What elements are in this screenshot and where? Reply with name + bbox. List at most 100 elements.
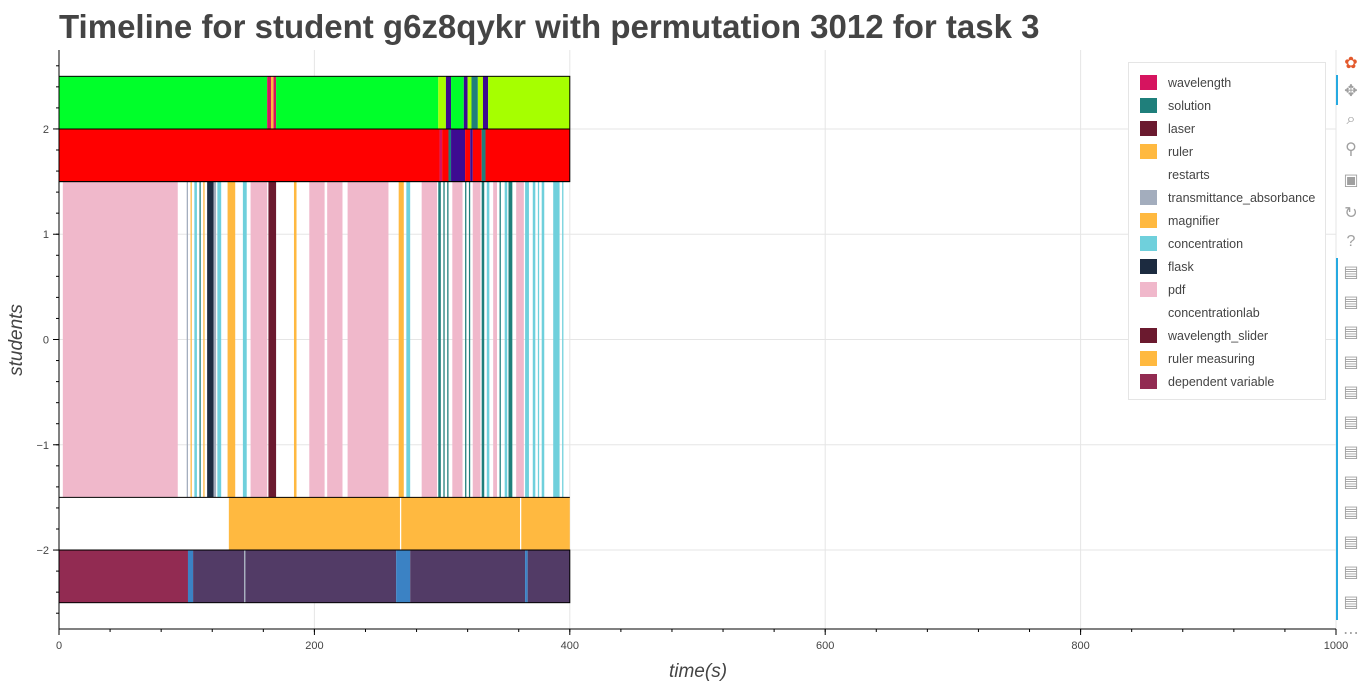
legend-label: concentration — [1168, 236, 1244, 251]
timeline-segment-row-0 — [273, 76, 277, 129]
legend-item[interactable]: wavelength_slider — [1129, 324, 1325, 347]
timeline-segment-row-2 — [347, 181, 389, 498]
legend-swatch — [1140, 167, 1157, 182]
legend: wavelength solution laser ruler restarts tran… — [1128, 62, 1326, 400]
hover-icon[interactable]: ▤ — [1343, 594, 1359, 611]
timeline-segment-row-2 — [452, 181, 463, 498]
timeline-segment-row-2 — [309, 181, 325, 498]
hover-icon[interactable]: ▤ — [1343, 444, 1359, 461]
pan-icon[interactable]: ✥ — [1344, 83, 1358, 100]
x-axis-title: time(s) — [669, 661, 727, 682]
x-tick-label: 800 — [1071, 640, 1089, 652]
hover-icon[interactable]: ▤ — [1343, 354, 1359, 371]
y-tick-label: 1 — [43, 229, 49, 241]
timeline-segment-row-2 — [421, 181, 437, 498]
bokeh-logo-icon[interactable]: ✿ — [1344, 55, 1358, 72]
timeline-segment-row-2 — [190, 181, 192, 498]
timeline-segment-row-4 — [525, 550, 528, 603]
legend-item[interactable]: ruler — [1129, 140, 1325, 163]
timeline-segment-row-0 — [477, 76, 483, 129]
legend-item[interactable]: restarts — [1129, 163, 1325, 186]
reset-icon[interactable]: ↻ — [1344, 205, 1358, 222]
timeline-segment-row-2 — [486, 181, 490, 498]
legend-item[interactable]: pdf — [1129, 278, 1325, 301]
legend-item[interactable]: concentration — [1129, 232, 1325, 255]
legend-item[interactable]: wavelength — [1129, 71, 1325, 94]
axes: 0 200 400 600 800 1000 −2 −1 0 1 2 — [36, 50, 1348, 652]
legend-swatch — [1140, 305, 1157, 320]
save-icon[interactable]: ▣ — [1343, 172, 1359, 189]
legend-item[interactable]: ruler measuring — [1129, 347, 1325, 370]
wheel-zoom-icon[interactable]: ⚲ — [1345, 141, 1357, 158]
timeline-segment-row-2 — [504, 181, 508, 498]
timeline-segment-row-2 — [468, 181, 471, 498]
hover-icon[interactable]: ▤ — [1343, 564, 1359, 581]
y-axis-title: students — [6, 304, 27, 376]
timeline-segment-row-1 — [442, 128, 449, 182]
hover-icon[interactable]: ▤ — [1343, 414, 1359, 431]
legend-label: solution — [1168, 98, 1212, 113]
legend-item[interactable]: flask — [1129, 255, 1325, 278]
timeline-segment-row-2 — [406, 181, 411, 498]
hover-icon[interactable]: ▤ — [1343, 294, 1359, 311]
more-icon[interactable]: ⋯ — [1343, 625, 1359, 642]
hover-icon[interactable]: ▤ — [1343, 384, 1359, 401]
y-tick-label: 0 — [43, 335, 49, 347]
hover-icon[interactable]: ▤ — [1343, 534, 1359, 551]
y-tick-label: −1 — [36, 440, 49, 452]
legend-item[interactable]: transmittance_absorbance — [1129, 186, 1325, 209]
timeline-segment-row-4 — [59, 550, 188, 603]
legend-label: ruler — [1168, 144, 1194, 159]
legend-item[interactable]: dependent variable — [1129, 370, 1325, 393]
timeline-segment-row-1 — [448, 128, 452, 182]
timeline-segment-row-0 — [463, 76, 468, 129]
legend-swatch — [1140, 328, 1157, 343]
timeline-segment-row-2 — [525, 181, 529, 498]
timeline-segment-row-2 — [203, 181, 205, 498]
timeline-segment-row-0 — [276, 76, 439, 129]
legend-label: restarts — [1168, 167, 1210, 182]
hover-icon[interactable]: ▤ — [1343, 324, 1359, 341]
timeline-segment-row-4 — [527, 550, 570, 603]
timeline-segment-row-4 — [410, 550, 526, 603]
legend-label: wavelength — [1168, 75, 1232, 90]
legend-swatch — [1140, 75, 1157, 90]
timeline-segment-row-2 — [443, 181, 445, 498]
timeline-segment-row-1 — [470, 128, 473, 182]
hover-icon[interactable]: ▤ — [1343, 474, 1359, 491]
timeline-segment-row-4 — [396, 550, 411, 603]
legend-label: transmittance_absorbance — [1168, 190, 1316, 205]
timeline-segment-row-0 — [445, 76, 452, 129]
hover-icon[interactable]: ▤ — [1343, 264, 1359, 281]
legend-label: laser — [1168, 121, 1196, 136]
legend-item[interactable]: laser — [1129, 117, 1325, 140]
timeline-segment-row-4 — [244, 550, 246, 603]
help-icon[interactable]: ? — [1346, 233, 1356, 250]
box-zoom-icon[interactable]: ⌕ — [1346, 111, 1356, 128]
timeline-segment-row-2 — [553, 181, 560, 498]
x-tick-label: 0 — [56, 640, 62, 652]
y-tick-label: −2 — [36, 545, 49, 557]
legend-item[interactable]: solution — [1129, 94, 1325, 117]
timeline-segment-row-2 — [250, 181, 268, 498]
timeline-segment-row-0 — [438, 76, 446, 129]
timeline-segment-row-3 — [401, 497, 520, 551]
timeline-segment-row-1 — [485, 128, 570, 182]
hover-icon[interactable]: ▤ — [1343, 504, 1359, 521]
x-tick-label: 200 — [305, 640, 323, 652]
timeline-segment-row-2 — [62, 181, 178, 498]
timeline-segment-row-2 — [438, 181, 441, 498]
timeline-segment-row-2 — [199, 181, 201, 498]
legend-item[interactable]: magnifier — [1129, 209, 1325, 232]
legend-item[interactable]: concentrationlab — [1129, 301, 1325, 324]
x-tick-label: 1000 — [1324, 640, 1348, 652]
timeline-segment-row-2 — [327, 181, 343, 498]
timeline-segment-row-2 — [398, 181, 404, 498]
legend-label: pdf — [1168, 282, 1186, 297]
timeline-segment-row-2 — [516, 181, 524, 498]
legend-swatch — [1140, 236, 1157, 251]
timeline-segment-row-0 — [467, 76, 472, 129]
legend-label: ruler measuring — [1168, 351, 1255, 366]
timeline-segment-row-2 — [541, 181, 545, 498]
